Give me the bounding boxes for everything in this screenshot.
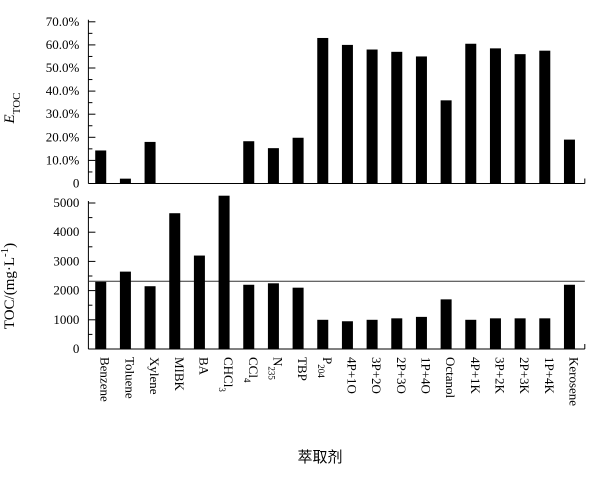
svg-text:5000: 5000 [53,195,79,210]
svg-text:2000: 2000 [53,283,79,298]
svg-text:3P+2K: 3P+2K [492,357,507,395]
svg-text:2P+3K: 2P+3K [517,357,532,395]
svg-text:0: 0 [73,341,80,356]
svg-text:4P+1O: 4P+1O [344,357,359,394]
svg-text:萃取剂: 萃取剂 [297,449,342,466]
svg-text:10.0%: 10.0% [46,152,80,167]
svg-text:4P+1K: 4P+1K [468,357,483,395]
svg-text:60.0%: 60.0% [46,37,80,52]
svg-text:40.0%: 40.0% [46,83,80,98]
svg-text:2P+3O: 2P+3O [394,357,409,394]
svg-text:Toluene: Toluene [122,357,137,399]
svg-text:MIBK: MIBK [172,357,187,392]
svg-text:3000: 3000 [53,253,79,268]
svg-text:Kerosene: Kerosene [566,357,581,406]
svg-text:1P+4K: 1P+4K [542,357,557,395]
svg-text:TBP: TBP [295,357,310,381]
svg-text:0: 0 [73,176,80,191]
svg-text:30.0%: 30.0% [46,106,80,121]
svg-text:1P+4O: 1P+4O [418,357,433,394]
svg-text:4000: 4000 [53,224,79,239]
svg-text:20.0%: 20.0% [46,129,80,144]
svg-text:1000: 1000 [53,312,79,327]
svg-text:70.0%: 70.0% [46,14,80,29]
svg-text:Octanol: Octanol [443,357,458,399]
svg-text:BA: BA [196,357,211,376]
svg-text:3P+2O: 3P+2O [369,357,384,394]
svg-text:Benzene: Benzene [98,357,113,402]
svg-text:50.0%: 50.0% [46,60,80,75]
svg-text:Xylene: Xylene [147,357,162,395]
